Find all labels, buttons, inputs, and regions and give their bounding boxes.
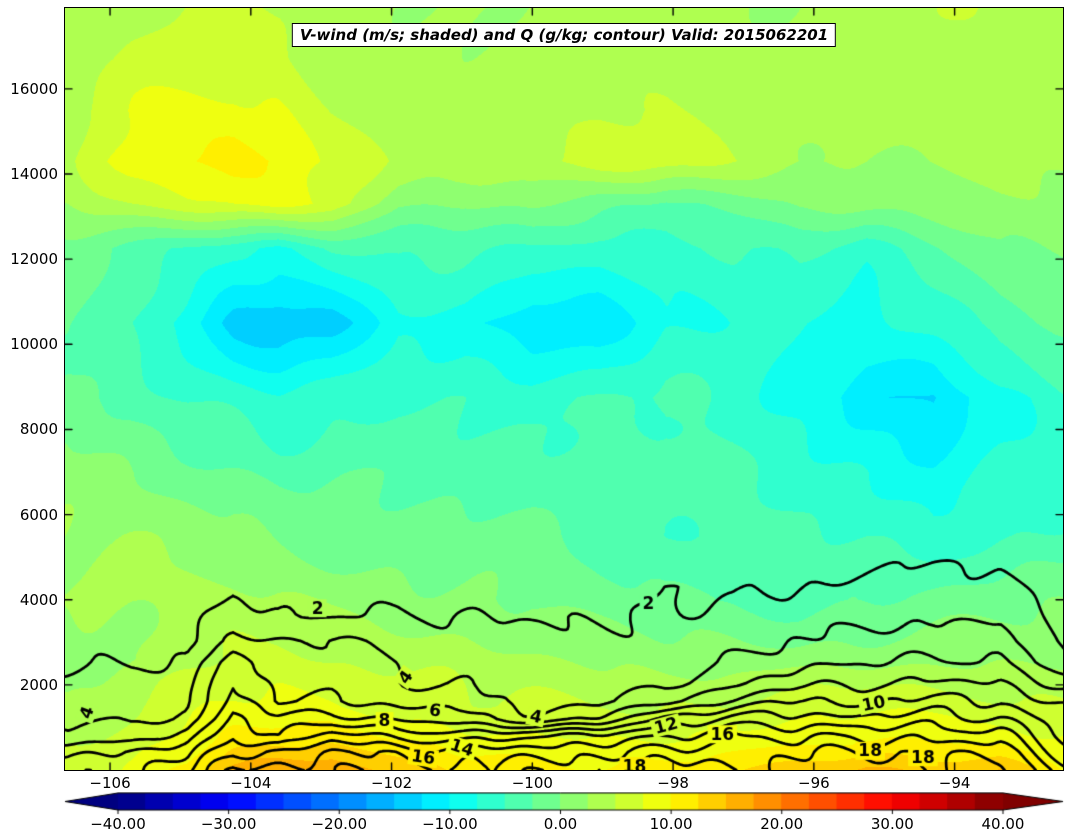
x-tick-label: −100 bbox=[511, 774, 553, 792]
y-tick-label: 2000 bbox=[19, 675, 58, 694]
x-tick-label: −102 bbox=[370, 774, 413, 792]
field-canvas bbox=[65, 8, 1063, 770]
colorbar-canvas bbox=[0, 792, 1073, 818]
colorbar-tick-label: 20.00 bbox=[760, 815, 804, 833]
y-tick-label: 14000 bbox=[10, 165, 58, 184]
x-tick-label: −94 bbox=[938, 774, 971, 792]
colorbar-tick-label: 10.00 bbox=[649, 815, 693, 833]
colorbar-tick-label: 30.00 bbox=[870, 815, 914, 833]
y-tick-label: 16000 bbox=[10, 79, 58, 98]
colorbar-tick-label: −30.00 bbox=[200, 815, 257, 833]
x-tick-label: −96 bbox=[798, 774, 830, 792]
colorbar-tick-label: −40.00 bbox=[90, 815, 146, 833]
x-tick-label: −98 bbox=[657, 774, 689, 792]
y-tick-label: 6000 bbox=[19, 505, 58, 524]
x-tick-label: −106 bbox=[89, 774, 131, 792]
y-tick-label: 4000 bbox=[19, 590, 58, 609]
y-tick-label: 12000 bbox=[10, 250, 58, 269]
y-tick-label: 8000 bbox=[19, 420, 58, 439]
y-tick-label: 10000 bbox=[10, 335, 58, 354]
colorbar-tick-label: 0.00 bbox=[543, 815, 578, 833]
plot-title: V-wind (m/s; shaded) and Q (g/kg; contou… bbox=[291, 23, 837, 47]
colorbar-tick-label: −10.00 bbox=[422, 815, 478, 833]
colorbar-tick-label: 40.00 bbox=[981, 815, 1025, 833]
x-tick-label: −104 bbox=[230, 774, 272, 792]
colorbar-tick-label: −20.00 bbox=[311, 815, 367, 833]
plot-area: V-wind (m/s; shaded) and Q (g/kg; contou… bbox=[64, 7, 1064, 771]
